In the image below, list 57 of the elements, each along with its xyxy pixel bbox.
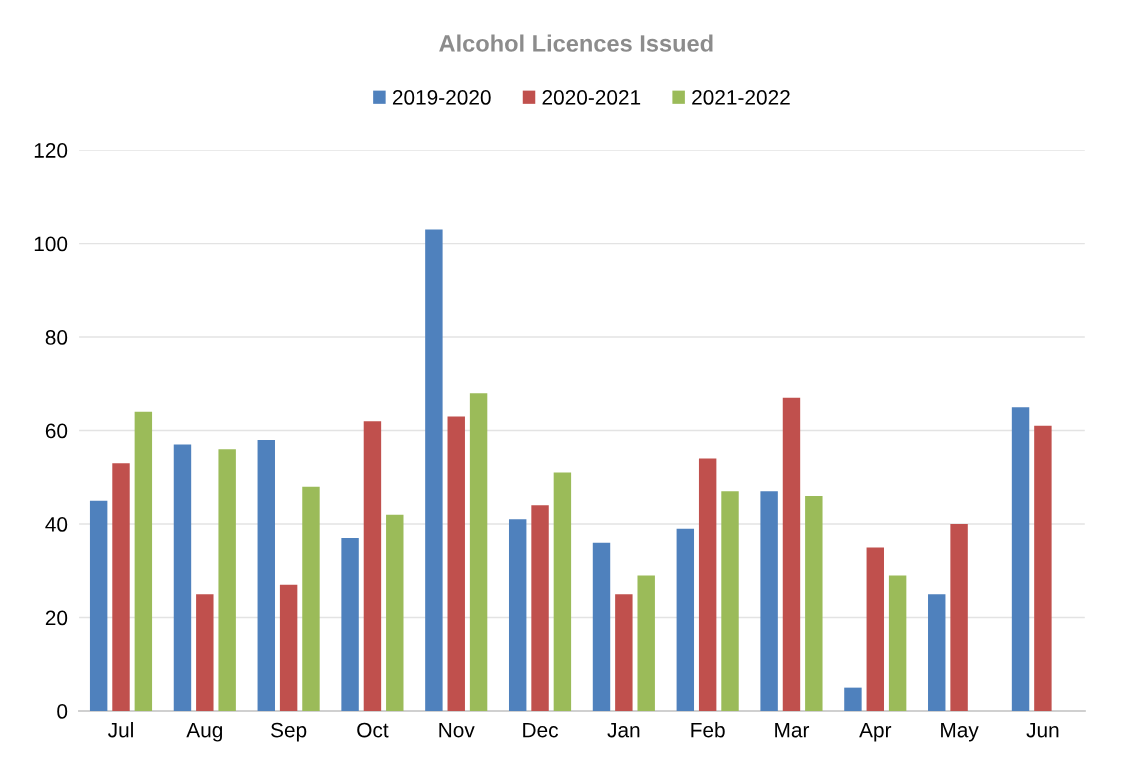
y-tick-label: 40 [45, 517, 68, 532]
x-tick-label: Jul [108, 722, 133, 738]
y-tick-label: 60 [45, 423, 68, 439]
y-tick-label: 100 [34, 236, 68, 252]
bar [950, 524, 968, 711]
bar [637, 575, 655, 711]
bar [508, 519, 527, 711]
bar [257, 439, 275, 711]
legend-label: 2020-2021 [542, 90, 641, 105]
bar [279, 584, 298, 711]
bar [553, 472, 572, 711]
bar [615, 594, 633, 711]
y-tick-label: 80 [45, 330, 68, 345]
x-tick-label: Apr [859, 722, 892, 742]
bar [89, 500, 108, 711]
bar [302, 486, 320, 711]
bar [592, 542, 611, 711]
x-tick-label: Feb [691, 722, 725, 738]
bar [363, 421, 382, 711]
bar [134, 411, 153, 711]
bar [782, 397, 801, 711]
bar [341, 538, 359, 711]
chart-title: Alcohol Licences Issued [439, 34, 713, 52]
x-tick-label: Oct [357, 722, 389, 738]
bar [469, 393, 488, 711]
bar [805, 495, 823, 711]
bar [1011, 407, 1030, 711]
x-tick-label: Jun [1026, 722, 1059, 738]
bar [721, 491, 739, 711]
y-tick-label: 0 [57, 704, 68, 719]
bar [531, 505, 549, 711]
x-tick-label: May [941, 722, 979, 742]
x-tick-label: Dec [523, 722, 559, 738]
bar [386, 514, 404, 711]
y-tick-label: 120 [34, 143, 68, 158]
bar [866, 547, 884, 711]
bar [218, 449, 236, 711]
bar [676, 528, 695, 711]
bar [1034, 425, 1052, 711]
bar [173, 444, 192, 711]
legend-label: 2021-2022 [692, 90, 790, 105]
x-tick-label: Sep [271, 722, 307, 742]
bar [698, 458, 717, 711]
bar [928, 594, 946, 711]
x-tick-label: Mar [775, 722, 810, 738]
x-tick-label: Nov [439, 722, 475, 738]
x-tick-label: Jan [607, 722, 640, 738]
bar [888, 575, 907, 711]
bar [196, 594, 214, 711]
x-tick-label: Aug [186, 722, 223, 742]
bar [112, 463, 130, 711]
bar [447, 416, 465, 711]
y-tick-label: 20 [45, 610, 68, 626]
bar [844, 687, 862, 711]
legend-label: 2019-2020 [392, 90, 491, 105]
bar [425, 229, 443, 711]
bar [760, 491, 778, 711]
